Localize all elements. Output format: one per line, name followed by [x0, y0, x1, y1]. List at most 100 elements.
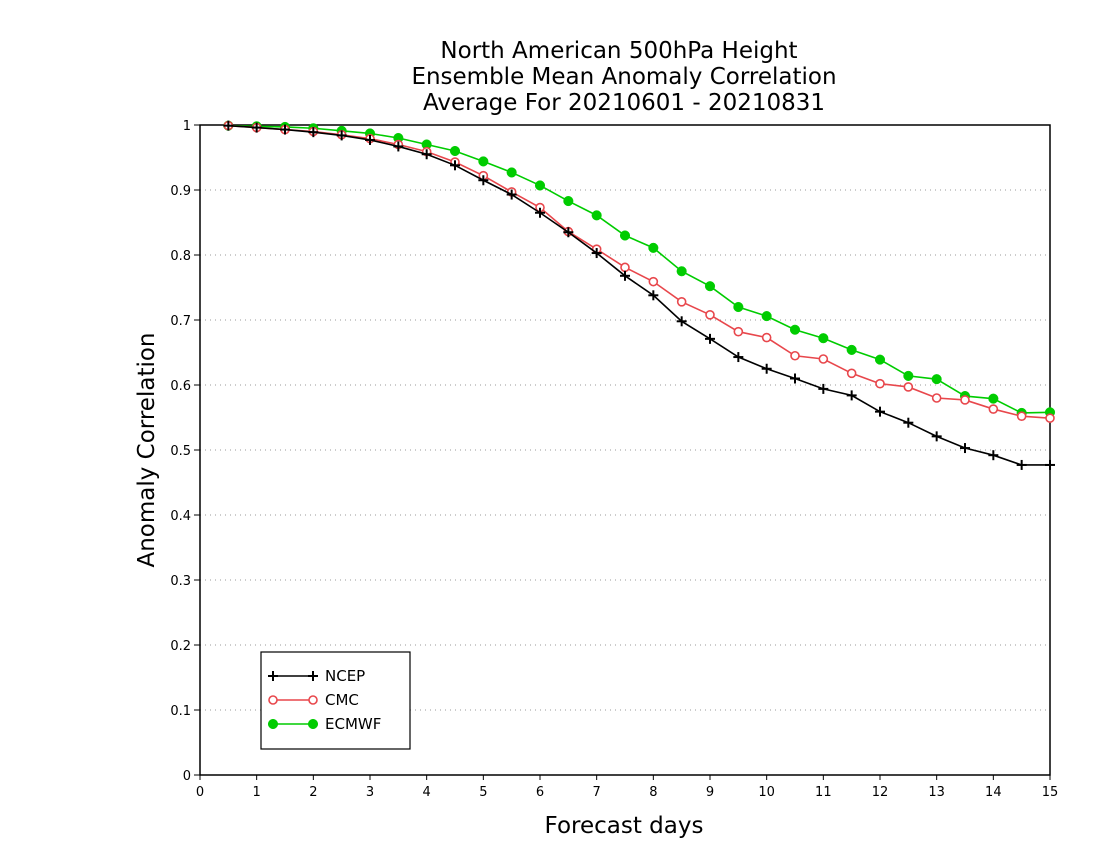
point-ecmwf [761, 311, 772, 322]
x-tick-label: 8 [649, 785, 657, 800]
y-tick-label: 0 [183, 769, 191, 784]
legend-label-ncep: NCEP [325, 667, 365, 685]
point-ecmwf [846, 344, 857, 355]
y-axis-label: Anomaly Correlation [134, 332, 160, 567]
point-ecmwf [449, 145, 461, 157]
point-ecmwf [619, 230, 631, 241]
x-tick-label: 11 [815, 785, 832, 800]
point-ncep [620, 270, 630, 281]
series-ncep [223, 120, 1055, 470]
grid-lines [200, 124, 1050, 711]
point-ncep [818, 383, 829, 394]
point-ncep [733, 352, 744, 363]
point-ncep [365, 134, 375, 145]
y-tick-label: 0.4 [170, 509, 191, 524]
x-tick-label: 2 [309, 785, 317, 800]
point-ecmwf [733, 301, 744, 313]
legend-items: NCEP CMC ECMWF [267, 667, 381, 733]
point-ecmwf [874, 354, 886, 365]
y-tick-label: 0.9 [170, 184, 191, 199]
point-ecmwf [676, 266, 687, 277]
line-ncep [228, 124, 1050, 466]
point-ecmwf [704, 281, 716, 292]
x-tick-label: 6 [536, 785, 544, 800]
y-tick-label: 0.6 [170, 379, 191, 394]
point-ncep [535, 207, 545, 218]
point-ecmwf [988, 393, 999, 404]
point-cmc [818, 354, 829, 364]
x-axis: 0 1 2 3 4 5 6 7 8 9 10 11 12 13 14 15 [196, 775, 1058, 800]
point-cmc [676, 296, 687, 307]
y-tick-label: 0.8 [170, 249, 191, 264]
point-ncep [903, 417, 914, 428]
x-tick-label: 10 [758, 785, 775, 800]
point-cmc [960, 395, 970, 405]
y-axis: 0 0.1 0.2 0.3 0.4 0.5 0.6 0.7 0.8 0.9 1 [170, 119, 200, 784]
y-tick-label: 1 [183, 119, 191, 134]
legend: NCEP CMC ECMWF [260, 651, 411, 750]
point-ncep [308, 127, 319, 138]
x-tick-label: 0 [196, 785, 204, 800]
point-ncep [421, 149, 432, 160]
y-tick-label: 0.7 [170, 314, 191, 329]
legend-label-cmc: CMC [325, 691, 359, 709]
legend-marker-cmc [268, 695, 278, 705]
point-ncep [563, 227, 574, 238]
point-ecmwf [506, 167, 517, 178]
x-axis-label: Forecast days [545, 813, 704, 839]
point-ncep [875, 406, 885, 417]
x-tick-label: 3 [366, 785, 374, 800]
legend-marker-ncep [308, 671, 318, 681]
point-ncep [1016, 459, 1027, 470]
point-ncep [336, 130, 347, 141]
point-ecmwf [903, 370, 914, 381]
y-tick-label: 0.3 [170, 574, 191, 589]
point-cmc [931, 393, 942, 403]
point-cmc [620, 262, 630, 273]
point-ncep [280, 124, 290, 135]
x-tick-label: 4 [423, 785, 431, 800]
point-cmc [903, 382, 914, 392]
point-cmc [1045, 413, 1055, 423]
x-tick-label: 9 [706, 785, 714, 800]
x-tick-label: 7 [593, 785, 601, 800]
series-ecmwf [223, 120, 1056, 419]
point-cmc [790, 350, 800, 361]
legend-item-cmc: CMC [268, 691, 359, 709]
legend-label-ecmwf: ECMWF [325, 715, 381, 733]
x-tick-label: 5 [479, 785, 487, 800]
legend-marker-ncep [268, 671, 278, 681]
point-ecmwf [648, 242, 659, 253]
y-tick-label: 0.5 [170, 444, 191, 459]
x-tick-label: 12 [872, 785, 889, 800]
point-ncep [761, 363, 772, 374]
point-ncep [705, 333, 715, 344]
legend-marker-ecmwf [307, 718, 319, 730]
point-ncep [988, 450, 999, 461]
point-ncep [1045, 459, 1055, 470]
data-series [223, 120, 1056, 470]
point-ncep [790, 373, 800, 384]
point-cmc [648, 276, 659, 287]
chart-title: North American 500hPa Height Ensemble Me… [411, 38, 836, 116]
y-tick-label: 0.2 [170, 639, 191, 654]
x-tick-label: 15 [1042, 785, 1059, 800]
point-ecmwf [818, 333, 829, 344]
point-ecmwf [591, 210, 602, 221]
point-ncep [648, 290, 659, 301]
point-cmc [733, 326, 744, 337]
point-ncep [506, 189, 517, 200]
point-ncep [251, 122, 262, 133]
series-cmc [223, 120, 1055, 423]
point-ecmwf [534, 180, 546, 191]
point-ncep [450, 160, 460, 171]
title-line-1: North American 500hPa Height [440, 38, 797, 64]
y-tick-label: 0.1 [170, 704, 191, 719]
point-cmc [846, 368, 857, 379]
x-tick-label: 1 [253, 785, 261, 800]
point-ncep [846, 390, 857, 401]
point-ncep [676, 316, 687, 327]
point-cmc [1016, 411, 1027, 422]
legend-marker-ecmwf [267, 718, 279, 730]
